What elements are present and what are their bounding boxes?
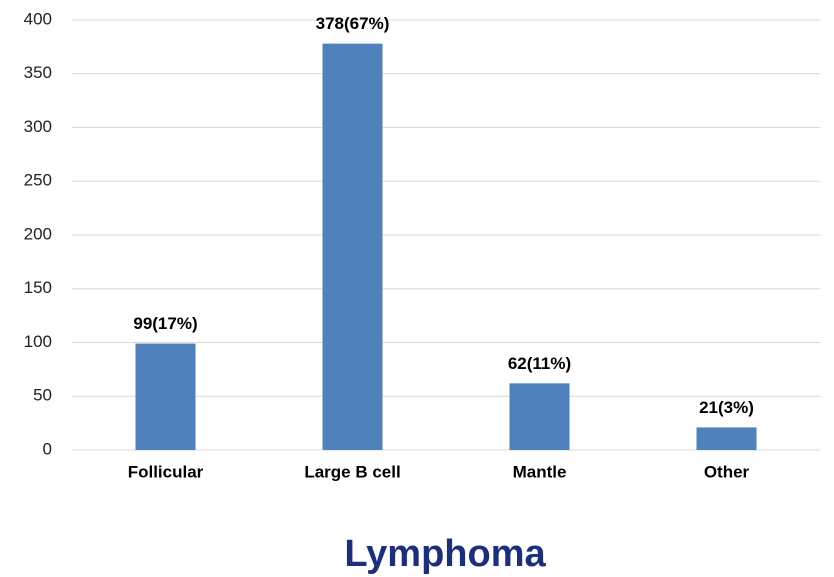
x-tick-label: Mantle — [513, 462, 567, 481]
y-tick-label: 300 — [24, 117, 52, 136]
value-label: 99(17%) — [133, 314, 197, 333]
bar — [322, 43, 383, 451]
chart-title: Lymphoma — [344, 533, 546, 575]
value-label: 62(11%) — [508, 354, 571, 373]
y-tick-label: 250 — [24, 171, 52, 190]
y-tick-label: 50 — [33, 386, 52, 405]
x-tick-label: Other — [704, 462, 750, 481]
bar — [696, 427, 757, 450]
bar — [135, 343, 196, 450]
x-tick-label: Large B cell — [304, 462, 400, 481]
y-tick-label: 200 — [24, 224, 52, 243]
y-tick-label: 350 — [24, 63, 52, 82]
value-label: 378(67%) — [316, 14, 390, 33]
y-tick-label: 100 — [24, 332, 52, 351]
y-tick-label: 0 — [43, 439, 52, 458]
y-tick-label: 400 — [24, 9, 52, 28]
bar — [509, 383, 570, 450]
value-label: 21(3%) — [699, 398, 754, 417]
y-tick-label: 150 — [24, 278, 52, 297]
x-tick-label: Follicular — [128, 462, 204, 481]
